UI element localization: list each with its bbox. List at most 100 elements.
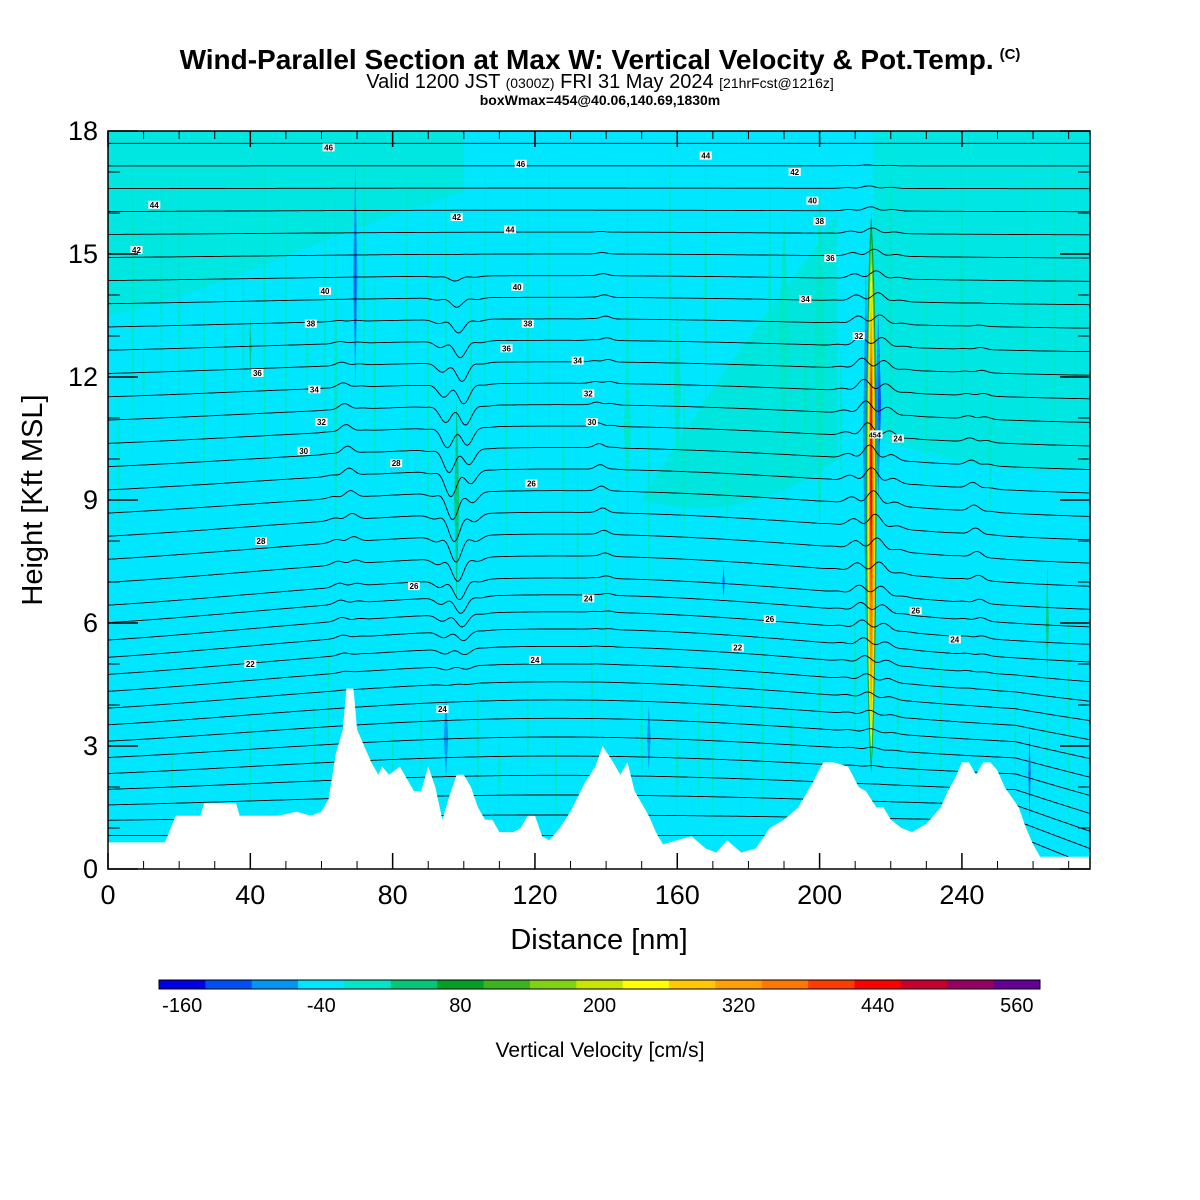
contour-label: 34: [799, 295, 812, 304]
theta-contour: [107, 422, 1090, 449]
contour-label-text: 42: [452, 213, 461, 222]
theta-contour: [108, 292, 1090, 308]
y-tick-label: 0: [83, 854, 98, 884]
theta-contour: [107, 663, 1091, 702]
contour-label-bg: [806, 196, 819, 205]
contour-label: 44: [699, 151, 712, 161]
contour-label-text: 30: [587, 418, 596, 427]
contour-label-text: 44: [506, 225, 515, 234]
contour-label-text: 24: [893, 435, 902, 444]
contour-label: 32: [852, 332, 865, 341]
contour-label: 40: [511, 282, 524, 292]
theta-contour: [108, 164, 1090, 167]
contour-label: 30: [585, 418, 598, 427]
teal-updraft-streak: [697, 684, 700, 820]
colorbar-swatch: [993, 980, 1041, 989]
title-text: Wind-Parallel Section at Max W: Vertical…: [179, 44, 994, 75]
teal-updraft-streak: [640, 664, 644, 804]
theta-contour: [107, 485, 1090, 521]
contour-label: 46: [514, 159, 527, 169]
contour-label-bg: [788, 168, 801, 176]
contour-label: 24: [582, 594, 595, 603]
blue-downdraft-streak: [722, 565, 725, 599]
teal-updraft-streak: [853, 582, 857, 767]
contour-label-bg: [948, 635, 961, 644]
contour-label-bg: [322, 143, 335, 152]
theta-contour: [107, 645, 1091, 683]
contour-label-bg: [148, 200, 161, 209]
contour-label-bg: [525, 479, 538, 488]
terrain: [108, 688, 1090, 869]
colorbar-swatch: [205, 980, 253, 989]
contour-label-bg: [824, 254, 837, 263]
green-updraft-streak: [454, 397, 460, 603]
contour-label-text: 44: [150, 201, 159, 210]
contour-label-bg: [528, 655, 541, 664]
contour-label: 36: [251, 368, 264, 378]
teal-upper-region: [108, 131, 464, 316]
contour-label-text: 28: [257, 537, 266, 546]
blue-downdraft-streak: [354, 213, 357, 357]
colorbar-swatch: [900, 980, 948, 989]
contour-label: 24: [528, 655, 541, 665]
theta-contour: [107, 400, 1091, 426]
contour-label: 46: [322, 143, 335, 152]
colorbar-swatch: [437, 980, 485, 989]
contour-label-text: 30: [299, 447, 308, 456]
theta-contour: [108, 206, 1090, 213]
contour-label-text: 44: [701, 152, 710, 161]
green-updraft-streak: [1045, 561, 1049, 685]
contour-label-bg: [571, 356, 584, 365]
teal-updraft-streak: [668, 131, 672, 439]
terrain-profile: [108, 688, 1090, 869]
contour-label-text: 26: [911, 607, 920, 616]
colorbar-swatch: [159, 980, 206, 989]
x-tick-label: 240: [939, 880, 984, 910]
teal-updraft-streak: [248, 713, 252, 816]
contour-label: 42: [788, 168, 801, 177]
teal-updraft-streak: [548, 131, 551, 480]
teal-updraft-streak: [333, 172, 338, 623]
theta-contour: [107, 592, 1090, 628]
contour-label: 42: [130, 245, 143, 255]
contour-label-bg: [909, 606, 922, 615]
y-tick-label: 12: [68, 362, 98, 392]
w-max-label-bg: [869, 430, 880, 439]
chart-subtitle: Valid 1200 JST (0300Z) FRI 31 May 2024 […: [0, 71, 1200, 94]
contour-label-bg: [511, 282, 524, 291]
contour-label-text: 28: [392, 459, 401, 468]
contour-label: 44: [148, 200, 161, 210]
contour-label-text: 42: [790, 168, 799, 177]
contour-label-text: 32: [584, 389, 593, 398]
teal-updraft-streak: [789, 664, 793, 808]
w-max-label-text: 454: [869, 432, 881, 439]
title-mark: (C): [999, 45, 1021, 63]
contour-label-bg: [407, 582, 420, 591]
contour-label-text: 40: [513, 283, 522, 292]
x-tick-label: 80: [378, 880, 408, 910]
colorbar-tick-label: 200: [583, 995, 616, 1017]
contour-label-text: 36: [502, 344, 511, 353]
contour-label: 38: [521, 319, 534, 329]
contour-label-bg: [813, 217, 826, 226]
contour-label: 38: [813, 217, 826, 226]
contour-label: 22: [244, 660, 257, 669]
theta-contour: [107, 248, 1090, 259]
theta-contour: [108, 227, 1090, 236]
valid-date: FRI 31 May 2024: [560, 71, 714, 93]
theta-contour: [107, 357, 1090, 382]
theta-contour: [107, 575, 1091, 610]
x-tick-label: 40: [235, 880, 265, 910]
contour-label-text: 40: [321, 287, 330, 296]
y-tick-label: 15: [68, 239, 98, 269]
teal-updraft-streak: [555, 721, 558, 828]
contour-label: 30: [297, 446, 310, 456]
contour-label: 26: [763, 614, 776, 624]
valid-prefix: Valid 1200 JST: [366, 71, 501, 93]
colorbar-swatch: [298, 980, 345, 989]
colorbar-tick-label: 440: [861, 995, 894, 1017]
colorbar-swatch: [622, 980, 670, 989]
colorbar-swatch: [390, 980, 438, 989]
contour-label-text: 40: [808, 197, 817, 206]
